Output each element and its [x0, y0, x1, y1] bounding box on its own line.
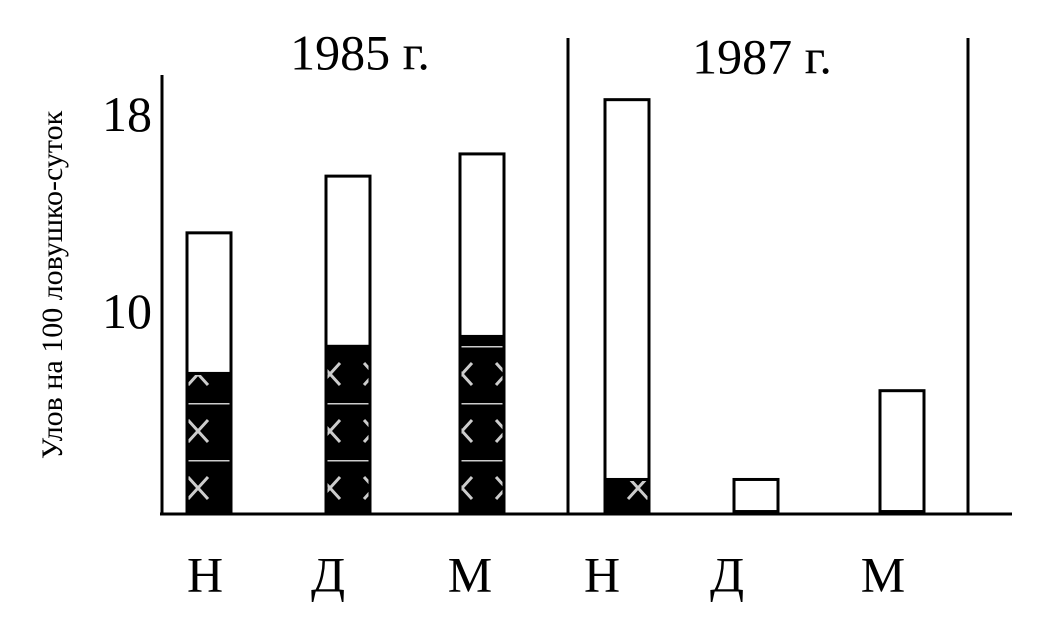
x-tick-label: Д [710, 546, 744, 602]
bar-segment [603, 98, 651, 481]
bar-segment [458, 152, 506, 338]
bar-segment [185, 371, 233, 516]
x-tick-label: Н [584, 546, 620, 602]
bar-segment [324, 344, 372, 516]
y-axis-label: Улов на 100 ловушко-суток [36, 110, 69, 459]
bar-segment [878, 389, 926, 514]
x-tick-label: М [448, 546, 492, 602]
x-tick-label: Н [187, 546, 223, 602]
bar-segment [324, 174, 372, 348]
bar-segment [732, 477, 780, 514]
bar-segment [603, 477, 651, 516]
y-tick-label: 10 [102, 283, 152, 339]
group-title: 1987 г. [692, 28, 832, 84]
x-tick-label: Д [311, 546, 345, 602]
group-title: 1985 г. [290, 24, 430, 80]
bar-segment [458, 334, 506, 516]
bar-segment [185, 231, 233, 375]
x-tick-label: М [861, 546, 905, 602]
y-tick-label: 18 [102, 86, 152, 142]
